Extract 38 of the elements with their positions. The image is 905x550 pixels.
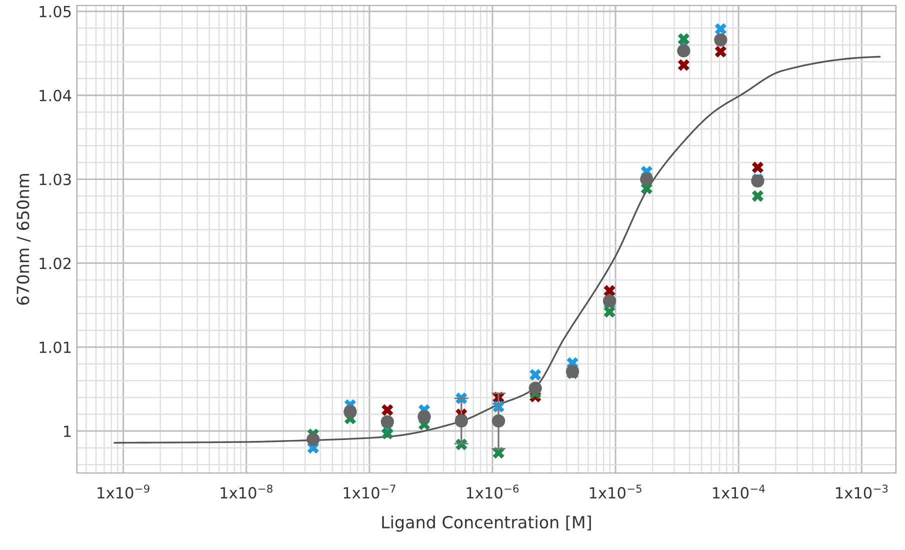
x-tick-label: 1x10$^{−4}$ xyxy=(712,484,765,499)
x-axis-title: Ligand Concentration [M] xyxy=(382,516,591,532)
point xyxy=(344,405,357,418)
point xyxy=(677,44,690,58)
y-tick-label: 1.03 xyxy=(40,174,71,186)
point xyxy=(714,33,728,46)
point xyxy=(530,368,542,381)
point xyxy=(751,174,764,188)
y-tick-label: 1.04 xyxy=(40,90,72,102)
y-tick-label: 1.05 xyxy=(40,6,71,18)
point xyxy=(678,59,690,71)
point xyxy=(418,410,431,424)
x-tick-label: 1x10$^{−7}$ xyxy=(344,484,396,499)
y-axis-title: 670nm / 650nm xyxy=(16,174,31,305)
x-tick-label: 1x10$^{−9}$ xyxy=(98,484,150,499)
x-tick-label: 1x10$^{−8}$ xyxy=(220,484,272,499)
point xyxy=(382,404,394,416)
point xyxy=(454,414,468,428)
point xyxy=(380,415,394,428)
point xyxy=(714,46,726,58)
point xyxy=(604,285,616,297)
point xyxy=(602,294,616,308)
y-tick-label: 1.01 xyxy=(40,342,71,354)
x-tick-label: 1x10$^{−6}$ xyxy=(466,484,519,499)
x-tick-label: 1x10$^{−5}$ xyxy=(590,484,642,499)
y-tick-label: 1 xyxy=(64,426,71,437)
point xyxy=(382,428,394,440)
point xyxy=(492,414,506,428)
point xyxy=(752,190,764,202)
x-tick-label: 1x10$^{−3}$ xyxy=(836,484,888,499)
point xyxy=(752,162,764,174)
point xyxy=(306,432,320,446)
point xyxy=(640,172,654,186)
point xyxy=(604,306,616,318)
y-tick-label: 1.02 xyxy=(40,258,71,270)
point xyxy=(528,382,542,395)
point xyxy=(678,33,690,45)
point xyxy=(714,23,726,35)
